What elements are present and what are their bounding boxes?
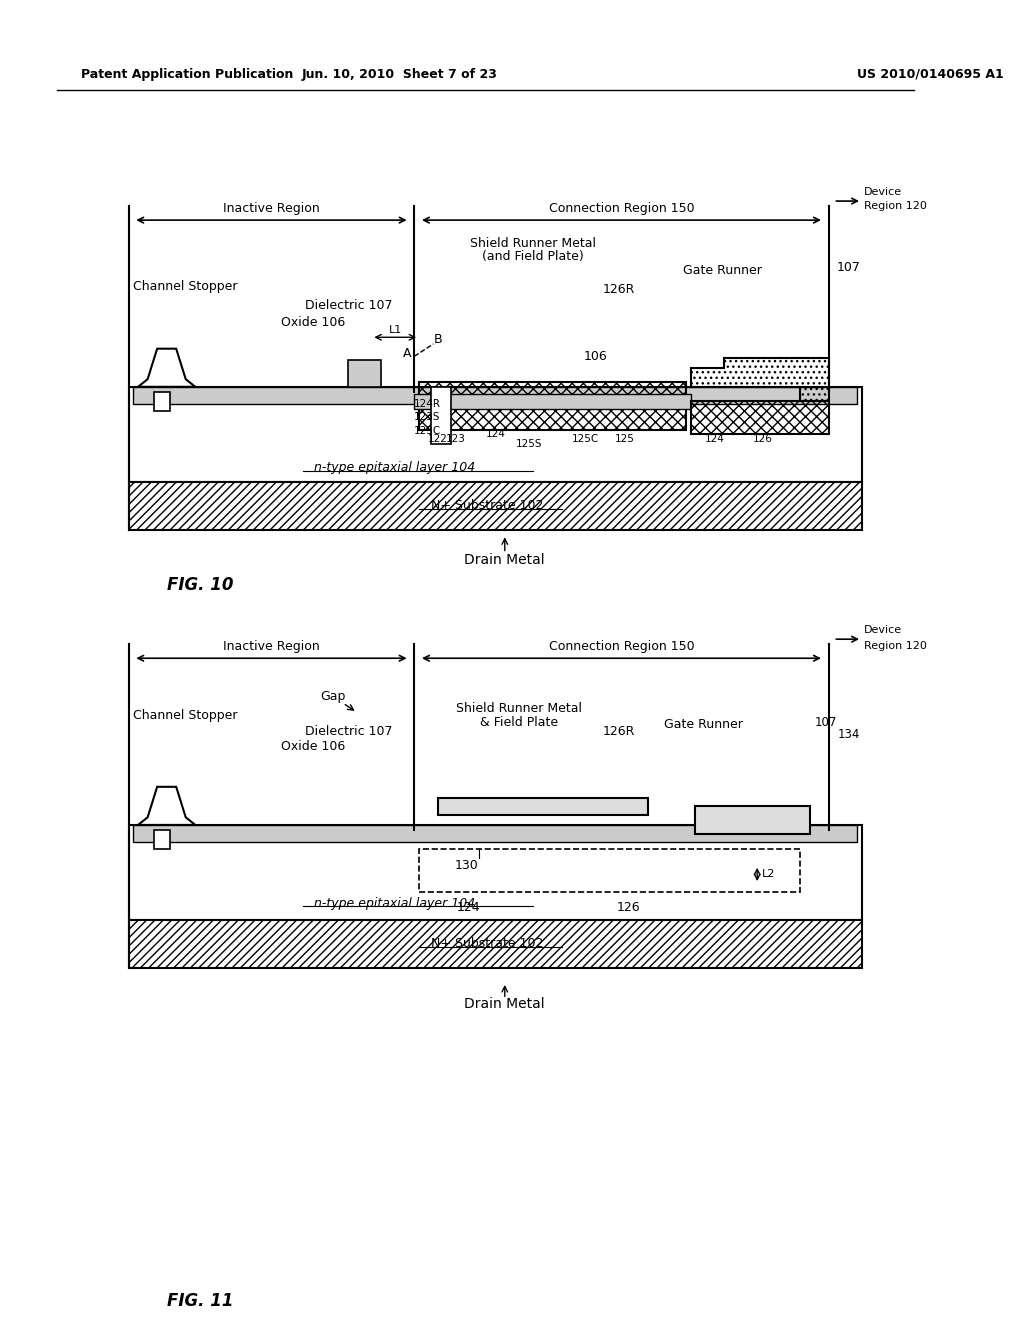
Text: N+ Substrate 102: N+ Substrate 102	[431, 499, 544, 512]
Polygon shape	[138, 787, 196, 825]
Text: 106: 106	[584, 350, 607, 363]
Bar	[695, 807, 810, 834]
Bar	[419, 849, 800, 891]
Text: & Field Plate: & Field Plate	[480, 715, 558, 729]
Text: Region 120: Region 120	[864, 201, 927, 211]
Text: Gap: Gap	[321, 690, 346, 702]
Text: 126R: 126R	[603, 725, 635, 738]
Text: FIG. 11: FIG. 11	[167, 1292, 233, 1311]
Bar	[133, 387, 857, 404]
Text: N+ Substrate 102: N+ Substrate 102	[431, 937, 544, 950]
Polygon shape	[155, 392, 170, 411]
Text: 125: 125	[614, 434, 634, 444]
Polygon shape	[138, 348, 196, 387]
Text: US 2010/0140695 A1: US 2010/0140695 A1	[857, 67, 1004, 81]
Text: Connection Region 150: Connection Region 150	[549, 640, 694, 653]
Text: Channel Stopper: Channel Stopper	[133, 280, 238, 293]
Text: 123: 123	[445, 434, 465, 444]
Text: 126: 126	[753, 434, 772, 444]
Bar	[129, 482, 862, 529]
Text: Patent Application Publication: Patent Application Publication	[81, 67, 293, 81]
Text: 124: 124	[705, 434, 725, 444]
Text: Region 120: Region 120	[864, 640, 927, 651]
Text: 107: 107	[814, 715, 837, 729]
Text: 125C: 125C	[571, 434, 599, 444]
Bar	[129, 387, 862, 482]
Text: n-type epitaxial layer 104: n-type epitaxial layer 104	[314, 461, 475, 474]
Text: 123S: 123S	[415, 412, 440, 422]
Text: Shield Runner Metal: Shield Runner Metal	[470, 238, 596, 251]
Text: 124: 124	[457, 902, 480, 915]
Polygon shape	[155, 830, 170, 849]
Text: Oxide 106: Oxide 106	[281, 741, 345, 754]
Bar	[438, 799, 647, 816]
Text: L2: L2	[762, 870, 775, 879]
Text: 126R: 126R	[603, 284, 635, 296]
Text: 124R: 124R	[415, 399, 441, 409]
Text: Connection Region 150: Connection Region 150	[549, 202, 694, 215]
Text: 130: 130	[455, 859, 478, 873]
Text: Device: Device	[864, 624, 902, 635]
Text: 126: 126	[616, 902, 640, 915]
Text: Inactive Region: Inactive Region	[223, 640, 319, 653]
Text: Gate Runner: Gate Runner	[683, 264, 762, 277]
Text: n-type epitaxial layer 104: n-type epitaxial layer 104	[314, 896, 475, 909]
Text: B: B	[434, 333, 442, 346]
Bar	[129, 920, 862, 968]
Text: Drain Metal: Drain Metal	[465, 997, 545, 1011]
Text: L1: L1	[389, 325, 401, 335]
Bar	[419, 381, 686, 429]
Bar	[415, 395, 690, 409]
Text: FIG. 10: FIG. 10	[167, 576, 233, 594]
Bar	[129, 825, 862, 920]
Text: Shield Runner Metal: Shield Runner Metal	[456, 702, 582, 715]
Text: Inactive Region: Inactive Region	[223, 202, 319, 215]
Text: 107: 107	[837, 261, 860, 275]
Text: Oxide 106: Oxide 106	[281, 315, 345, 329]
Text: A: A	[402, 347, 411, 360]
Text: (and Field Plate): (and Field Plate)	[482, 249, 585, 263]
Text: 123C: 123C	[415, 425, 441, 436]
Text: 134: 134	[838, 727, 860, 741]
Text: Dielectric 107: Dielectric 107	[305, 300, 392, 313]
Text: 122: 122	[428, 434, 449, 444]
Polygon shape	[431, 387, 451, 444]
Text: Drain Metal: Drain Metal	[465, 553, 545, 568]
Bar	[133, 825, 857, 842]
Text: 124: 124	[485, 429, 505, 440]
Text: Device: Device	[864, 186, 902, 197]
Text: Jun. 10, 2010  Sheet 7 of 23: Jun. 10, 2010 Sheet 7 of 23	[302, 67, 498, 81]
Text: Gate Runner: Gate Runner	[664, 718, 742, 731]
Text: Channel Stopper: Channel Stopper	[133, 709, 238, 722]
Text: Dielectric 107: Dielectric 107	[305, 725, 392, 738]
Text: 125S: 125S	[515, 440, 542, 449]
Polygon shape	[347, 360, 381, 387]
Bar	[690, 401, 828, 434]
